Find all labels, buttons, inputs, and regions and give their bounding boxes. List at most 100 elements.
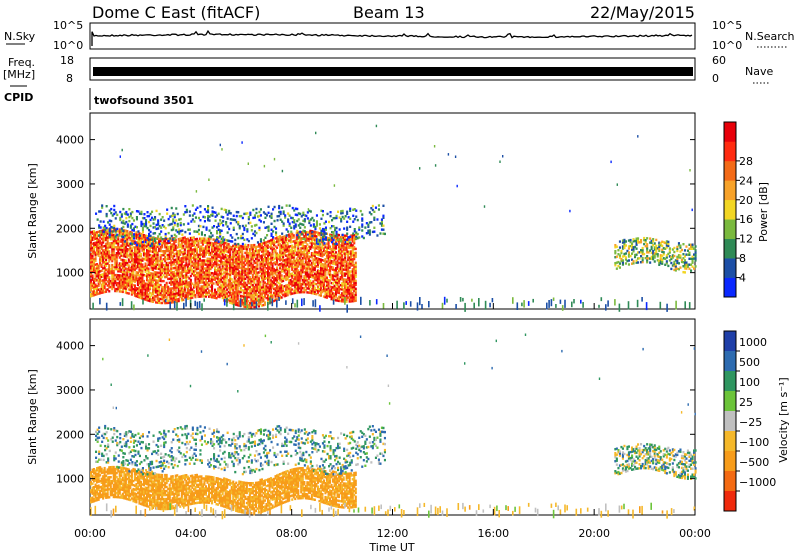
range-cell <box>165 261 168 265</box>
range-cell <box>105 214 108 218</box>
range-cell <box>309 283 312 286</box>
range-cell <box>236 250 239 253</box>
range-cell <box>351 236 354 239</box>
range-cell <box>306 261 309 264</box>
range-cell <box>351 244 354 247</box>
range-cell <box>132 291 135 295</box>
range-cell <box>295 275 298 278</box>
range-cell <box>350 234 353 237</box>
range-cell <box>96 233 99 236</box>
range-cell <box>276 290 279 293</box>
range-cell <box>173 282 176 286</box>
range-cell <box>146 292 149 296</box>
range-cell <box>247 278 250 281</box>
range-cell <box>330 281 333 285</box>
range-cell <box>254 299 257 302</box>
range-cell <box>153 247 156 250</box>
range-cell <box>208 277 211 280</box>
range-cell <box>158 299 161 302</box>
range-cell <box>118 264 121 267</box>
range-cell <box>149 240 152 244</box>
range-cell <box>221 272 224 276</box>
range-cell <box>203 291 206 294</box>
range-cell <box>147 273 150 276</box>
range-cell <box>259 274 262 278</box>
range-cell <box>279 297 282 300</box>
range-cell <box>259 268 262 272</box>
range-cell <box>242 265 245 268</box>
range-cell <box>342 258 345 261</box>
range-cell <box>270 222 273 225</box>
range-cell <box>113 226 116 230</box>
range-cell <box>247 252 250 255</box>
range-cell <box>295 277 298 280</box>
range-cell <box>176 280 179 283</box>
range-cell <box>90 243 93 246</box>
range-cell <box>149 263 152 267</box>
range-cell <box>130 265 133 268</box>
range-cell <box>239 296 242 300</box>
range-cell <box>253 291 256 295</box>
range-cell <box>232 214 235 217</box>
range-cell <box>179 253 182 256</box>
range-cell <box>262 211 265 214</box>
range-cell <box>332 246 335 249</box>
range-cell <box>177 285 180 289</box>
range-cell <box>200 237 203 240</box>
range-cell <box>354 273 357 276</box>
range-cell <box>93 230 96 233</box>
range-cell <box>320 231 323 234</box>
range-cell <box>204 239 207 242</box>
range-cell <box>93 246 96 249</box>
range-cell <box>263 255 266 258</box>
range-cell <box>353 234 356 237</box>
range-cell <box>335 287 338 290</box>
range-cell <box>285 288 288 291</box>
range-cell <box>250 284 253 287</box>
range-cell <box>262 239 265 242</box>
range-cell <box>173 223 176 227</box>
range-cell <box>138 256 141 259</box>
range-cell <box>135 271 138 274</box>
range-cell <box>102 291 105 294</box>
range-cell <box>173 248 176 252</box>
range-cell <box>241 275 244 278</box>
range-cell <box>170 265 173 268</box>
range-cell <box>226 258 229 261</box>
range-cell <box>354 247 357 251</box>
range-cell <box>322 259 325 262</box>
range-cell <box>212 282 215 285</box>
range-cell <box>247 280 250 283</box>
range-cell <box>297 289 300 292</box>
range-cell <box>100 289 103 292</box>
range-cell <box>226 213 229 216</box>
range-cell <box>285 290 288 293</box>
range-cell <box>248 302 251 305</box>
range-cell <box>316 253 319 256</box>
range-cell <box>286 244 289 247</box>
range-cell <box>122 221 125 225</box>
range-cell <box>197 271 200 274</box>
range-cell <box>121 262 124 266</box>
range-cell <box>276 262 279 265</box>
range-cell <box>129 254 132 258</box>
range-cell <box>239 260 242 264</box>
range-cell <box>279 277 282 280</box>
range-cell <box>188 267 191 270</box>
range-cell <box>218 253 221 257</box>
range-cell <box>158 285 161 289</box>
range-cell <box>209 265 212 269</box>
range-cell <box>336 253 339 256</box>
range-cell <box>304 235 307 238</box>
range-cell <box>166 212 169 215</box>
range-cell <box>158 289 161 293</box>
range-cell <box>215 255 218 258</box>
range-cell <box>195 275 198 279</box>
range-cell <box>133 266 136 269</box>
range-cell <box>203 251 206 254</box>
range-cell <box>93 286 96 289</box>
range-cell <box>265 243 268 246</box>
range-cell <box>98 234 101 237</box>
range-cell <box>263 295 266 298</box>
range-cell <box>165 241 168 245</box>
